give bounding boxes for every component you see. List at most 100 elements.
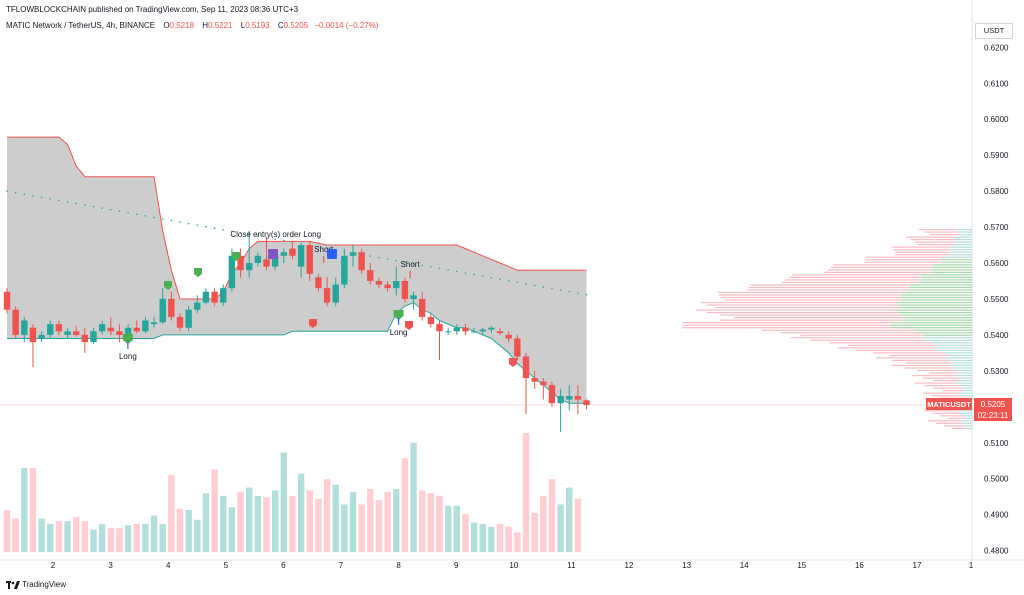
signal-marker bbox=[405, 321, 413, 330]
y-tick-label: 0.5900 bbox=[984, 151, 1009, 160]
ma-dot bbox=[222, 228, 225, 231]
candle-body bbox=[419, 298, 426, 317]
ma-dot bbox=[395, 259, 398, 262]
volume-profile-bar bbox=[926, 339, 972, 341]
volume-bar bbox=[444, 505, 452, 552]
volume-profile-bar bbox=[918, 332, 972, 334]
x-tick-label: 8 bbox=[396, 561, 401, 570]
symbol-info: MATIC Network / TetherUS, 4h, BINANCE O 0… bbox=[6, 21, 378, 30]
volume-bar bbox=[315, 498, 322, 552]
volume-profile-bar bbox=[922, 377, 959, 379]
ma-dot bbox=[490, 276, 493, 279]
ma-dot bbox=[110, 208, 112, 211]
volume-profile-bar bbox=[889, 354, 949, 356]
candle-body bbox=[142, 320, 149, 332]
y-tick-label: 0.5400 bbox=[984, 331, 1009, 340]
x-tick-label: 12 bbox=[625, 561, 634, 570]
volume-bar bbox=[488, 526, 495, 552]
candle-body bbox=[306, 245, 313, 274]
volume-bar bbox=[73, 517, 80, 552]
currency-button[interactable]: USDT bbox=[975, 23, 1013, 39]
volume-bar bbox=[349, 491, 357, 552]
candle-body bbox=[194, 302, 201, 310]
volume-bar bbox=[228, 507, 236, 552]
ohlc-low-label: L bbox=[240, 21, 246, 30]
volume-profile-bar bbox=[930, 233, 961, 236]
ma-dot bbox=[464, 272, 467, 274]
tradingview-logo[interactable]: TradingView bbox=[6, 580, 66, 589]
volume-bar bbox=[367, 489, 374, 552]
signals: Long Long Short Short Close entry(s) order L… bbox=[119, 230, 517, 367]
volume-profile-bar bbox=[750, 284, 910, 286]
ohlc-change: −0.0014 (−0.27%) bbox=[314, 21, 379, 30]
volume-profile-bar bbox=[932, 266, 972, 268]
candle-body bbox=[280, 252, 287, 256]
volume-profile-bar bbox=[960, 372, 972, 374]
last-price-box bbox=[974, 398, 1012, 422]
x-tick-label: 9 bbox=[454, 561, 459, 570]
volume-profile-bar bbox=[961, 387, 972, 389]
ma-dot bbox=[283, 239, 285, 242]
volume-profile-bar bbox=[921, 337, 972, 339]
ma-dot bbox=[386, 258, 389, 260]
volume-profile-bar bbox=[929, 372, 961, 374]
volume-profile-bar bbox=[951, 427, 967, 429]
candle-body bbox=[21, 320, 28, 335]
volume-profile-bar bbox=[960, 412, 972, 414]
ma-dot bbox=[430, 266, 432, 268]
volume-profile-bar bbox=[963, 415, 972, 417]
y-tick-label: 0.5500 bbox=[984, 295, 1009, 304]
ma-dot bbox=[58, 199, 60, 202]
candle-body bbox=[64, 331, 71, 335]
ma-dot bbox=[205, 225, 207, 228]
candle-body bbox=[505, 334, 512, 339]
volume-bar bbox=[185, 510, 192, 552]
symbol-name[interactable]: MATIC Network / TetherUS, 4h, BINANCE bbox=[6, 21, 156, 30]
ma-dot bbox=[412, 262, 415, 265]
volume-profile-bar bbox=[724, 299, 903, 301]
ma-dot bbox=[559, 289, 562, 291]
ma-dot bbox=[274, 238, 276, 240]
volume-profile-bar bbox=[810, 339, 927, 341]
ma-dot bbox=[326, 247, 328, 250]
volume-profile-bar bbox=[790, 337, 922, 339]
ma-dot bbox=[187, 222, 190, 225]
volume-profile-bar bbox=[931, 395, 961, 397]
volume-profile-bar bbox=[956, 244, 972, 246]
volume-profile-bar bbox=[953, 362, 972, 364]
volume-profile-bar bbox=[829, 342, 933, 344]
volume-profile-bar bbox=[717, 291, 901, 294]
volume-profile-bar bbox=[909, 284, 972, 286]
y-tick-label: 0.4800 bbox=[984, 547, 1009, 556]
volume-profile-bar bbox=[955, 241, 972, 243]
y-tick-label: 0.4900 bbox=[984, 511, 1009, 520]
volume-bar bbox=[271, 490, 279, 552]
volume-bar bbox=[479, 524, 486, 552]
volume-profile-bar bbox=[761, 329, 914, 331]
volume-profile-bar bbox=[800, 334, 924, 336]
volume-bar bbox=[522, 433, 530, 552]
volume-bar bbox=[133, 524, 140, 552]
volume-bar bbox=[496, 524, 504, 552]
ma-dot bbox=[196, 224, 199, 226]
candle-body bbox=[47, 324, 54, 335]
volume-bar bbox=[194, 519, 201, 552]
volume-profile-bar bbox=[900, 291, 972, 294]
volume-bar bbox=[557, 504, 564, 552]
cloud-band bbox=[7, 137, 587, 404]
long-label: Long bbox=[390, 328, 408, 337]
candle-body bbox=[228, 255, 236, 289]
ma-dot bbox=[551, 287, 553, 290]
y-tick-label: 0.5700 bbox=[984, 223, 1009, 232]
ohlc-open-label: O bbox=[163, 21, 170, 30]
candle-body bbox=[479, 329, 486, 332]
signal-marker bbox=[309, 319, 317, 328]
volume-profile-bar bbox=[865, 259, 943, 261]
volume-profile-bar bbox=[866, 256, 943, 258]
volume-profile-bar bbox=[901, 319, 972, 321]
candle-body bbox=[271, 255, 279, 267]
ma-dot bbox=[577, 292, 579, 294]
ohlc-high-value: 0.5221 bbox=[208, 21, 233, 30]
x-tick-label: 3 bbox=[108, 561, 113, 570]
